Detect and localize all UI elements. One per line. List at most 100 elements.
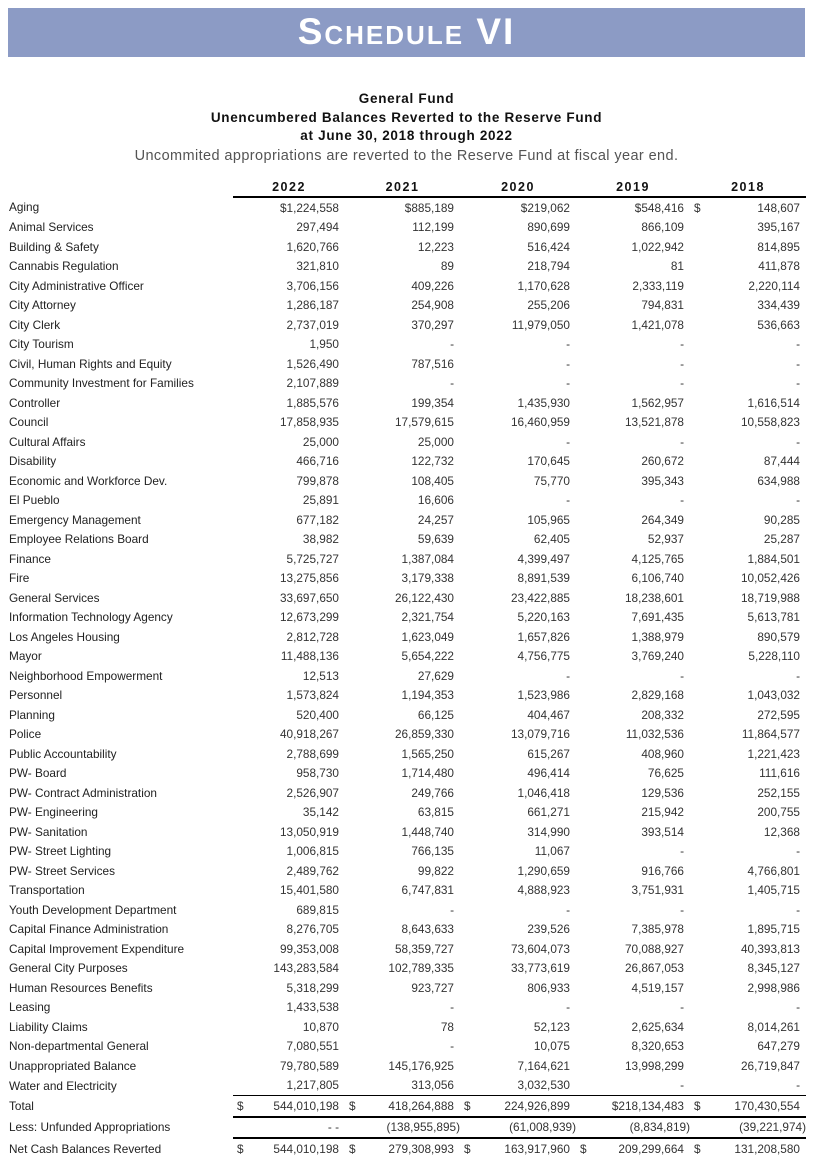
row-label: Less: Unfunded Appropriations <box>9 1120 171 1135</box>
cell-value: 58,359,727 <box>394 941 454 956</box>
cell-value: 11,032,536 <box>625 727 684 742</box>
cell-value: 404,467 <box>527 707 570 722</box>
cell-value: 218,794 <box>527 259 570 274</box>
row-label: Information Technology Agency <box>9 610 173 625</box>
cell-value: 334,439 <box>757 298 800 313</box>
row-label: Public Accountability <box>9 746 117 761</box>
cell-value: 1,657,826 <box>517 629 570 644</box>
cell-value: 66,125 <box>417 707 454 722</box>
row-label: City Administrative Officer <box>9 278 144 293</box>
cell-value: 3,751,931 <box>631 883 684 898</box>
table-row: Animal Services 297,494 112,199 890,699 866,… <box>8 218 806 238</box>
cell-value: 916,766 <box>641 863 684 878</box>
cell-value: - <box>680 434 684 449</box>
cell-value: - <box>450 337 454 352</box>
row-label: PW- Contract Administration <box>9 785 157 800</box>
cell-value: 16,606 <box>417 493 454 508</box>
cell-value: 108,405 <box>411 473 454 488</box>
cell-value: - <box>680 844 684 859</box>
cell-value: - <box>796 902 800 917</box>
cell-value: 62,405 <box>533 532 570 547</box>
currency-symbol: $ <box>464 1098 471 1113</box>
row-label: Cultural Affairs <box>9 434 86 449</box>
cell-value: 170,645 <box>527 454 570 469</box>
cell-value: - <box>796 434 800 449</box>
row-label: Council <box>9 415 49 430</box>
row-label: City Tourism <box>9 337 74 352</box>
table-body: Aging $1,224,558 $885,189 $219,062 $548,416 $… <box>8 197 806 1157</box>
cell-value: - <box>796 337 800 352</box>
table-row: Civil, Human Rights and Equity 1,526,490 7… <box>8 354 806 374</box>
year-column-header-2018: 2018 <box>690 172 806 198</box>
table-row: Aging $1,224,558 $885,189 $219,062 $548,416 $… <box>8 197 806 218</box>
cell-value: 15,401,580 <box>279 883 339 898</box>
cell-value: 2,812,728 <box>286 629 339 644</box>
cell-value: 806,933 <box>527 980 570 995</box>
year-column-header-2019: 2019 <box>576 172 690 198</box>
cell-value: 2,526,907 <box>286 785 339 800</box>
row-label: Police <box>9 727 42 742</box>
cell-value: 8,345,127 <box>747 961 800 976</box>
cell-value: 1,526,490 <box>286 356 339 371</box>
table-row: Unappropriated Balance 79,780,589 145,176,… <box>8 1056 806 1076</box>
row-label: Building & Safety <box>9 239 99 254</box>
cell-value: - <box>796 356 800 371</box>
cell-value: 634,988 <box>757 473 800 488</box>
reversion-table: 2022 2021 2020 2019 2018 Aging $1,224,558… <box>8 172 806 1157</box>
table-row: Economic and Workforce Dev. 799,878 108,40… <box>8 471 806 491</box>
table-row: PW- Contract Administration 2,526,907 249,… <box>8 783 806 803</box>
currency-symbol: $ <box>694 200 701 215</box>
cell-value: 5,613,781 <box>747 610 800 625</box>
row-label: Human Resources Benefits <box>9 980 153 995</box>
cell-value: 520,400 <box>296 707 339 722</box>
cell-value: 25,891 <box>302 493 339 508</box>
cell-value: 1,046,418 <box>517 785 570 800</box>
cell-value: 23,422,885 <box>510 590 570 605</box>
cell-value: 4,399,497 <box>517 551 570 566</box>
cell-value: 122,732 <box>411 454 454 469</box>
cell-value: 647,279 <box>757 1039 800 1054</box>
total-row: Total $544,010,198 $418,264,888 $224,926,89… <box>8 1095 806 1118</box>
cell-value: 958,730 <box>296 766 339 781</box>
cell-value: 35,142 <box>302 805 339 820</box>
cell-value: 17,579,615 <box>394 415 454 430</box>
table-row: Transportation 15,401,580 6,747,831 4,888,9… <box>8 881 806 901</box>
table-row: City Tourism 1,950 - - - - <box>8 335 806 355</box>
cell-value: 6,106,740 <box>631 571 684 586</box>
table-row: Non-departmental General 7,080,551 - 10,075… <box>8 1037 806 1057</box>
cell-value: 112,199 <box>412 220 454 235</box>
cell-value: 5,228,110 <box>748 649 800 664</box>
cell-value: 13,079,716 <box>510 727 570 742</box>
cell-value: 105,965 <box>527 512 570 527</box>
cell-value: 24,257 <box>417 512 454 527</box>
less-unfunded-row: Less: Unfunded Appropriations - - (138,955… <box>8 1116 806 1139</box>
cell-value: 1,217,805 <box>286 1078 339 1093</box>
row-label: Civil, Human Rights and Equity <box>9 356 172 371</box>
cell-value: 814,895 <box>757 239 800 254</box>
table-row: PW- Street Services 2,489,762 99,822 1,290,… <box>8 861 806 881</box>
cell-value: 794,831 <box>641 298 684 313</box>
cell-value: 59,639 <box>417 532 454 547</box>
cell-value: 4,756,775 <box>517 649 570 664</box>
table-row: Fire 13,275,856 3,179,338 8,891,539 6,106,74… <box>8 569 806 589</box>
cell-value: 8,276,705 <box>286 922 339 937</box>
cell-value: - <box>566 493 570 508</box>
table-row: City Administrative Officer 3,706,156 409,… <box>8 276 806 296</box>
row-label: Aging <box>9 200 40 215</box>
cell-value: 1,565,250 <box>401 746 454 761</box>
row-label: Los Angeles Housing <box>9 629 120 644</box>
report-title-period: at June 30, 2018 through 2022 <box>300 128 513 143</box>
cell-value: 26,122,430 <box>394 590 454 605</box>
cell-value: - <box>566 668 570 683</box>
table-row: Liability Claims 10,870 78 52,123 2,625,634 8… <box>8 1017 806 1037</box>
table-row: Capital Improvement Expenditure 99,353,00… <box>8 939 806 959</box>
cell-value: 466,716 <box>296 454 339 469</box>
report-title-subject: Unencumbered Balances Reverted to the Re… <box>210 109 603 125</box>
cell-value: 7,691,435 <box>631 610 684 625</box>
cell-value: 2,489,762 <box>286 863 339 878</box>
cell-value: 1,006,815 <box>286 844 339 859</box>
cell-value: - <box>566 337 570 352</box>
cell-value: $218,134,483 <box>576 1095 690 1118</box>
table-row: Information Technology Agency 12,673,299 2… <box>8 608 806 628</box>
row-label: General Services <box>9 590 100 605</box>
